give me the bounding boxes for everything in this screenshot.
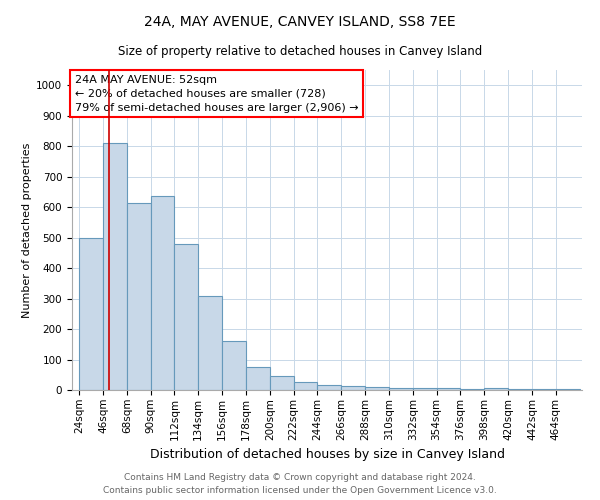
Bar (317, 384, 341, 390)
Bar (365, 386, 389, 390)
X-axis label: Distribution of detached houses by size in Canvey Island: Distribution of detached houses by size … (149, 448, 505, 461)
Bar (460, 389, 484, 390)
Bar (199, 296, 222, 390)
Bar (270, 376, 293, 390)
Bar (103, 143, 127, 390)
Bar (293, 382, 317, 390)
Bar (127, 202, 151, 390)
Bar (222, 340, 246, 390)
Bar (151, 196, 175, 390)
Bar (79, 238, 103, 390)
Text: 24A MAY AVENUE: 52sqm
← 20% of detached houses are smaller (728)
79% of semi-det: 24A MAY AVENUE: 52sqm ← 20% of detached … (74, 75, 358, 113)
Text: Contains HM Land Registry data © Crown copyright and database right 2024.
Contai: Contains HM Land Registry data © Crown c… (103, 474, 497, 495)
Y-axis label: Number of detached properties: Number of detached properties (22, 142, 32, 318)
Text: Size of property relative to detached houses in Canvey Island: Size of property relative to detached ho… (118, 45, 482, 58)
Bar (175, 244, 199, 390)
Bar (484, 388, 508, 390)
Bar (341, 386, 365, 390)
Bar (246, 366, 270, 390)
Bar (437, 388, 460, 390)
Bar (389, 388, 413, 390)
Bar (413, 388, 437, 390)
Text: 24A, MAY AVENUE, CANVEY ISLAND, SS8 7EE: 24A, MAY AVENUE, CANVEY ISLAND, SS8 7EE (144, 15, 456, 29)
